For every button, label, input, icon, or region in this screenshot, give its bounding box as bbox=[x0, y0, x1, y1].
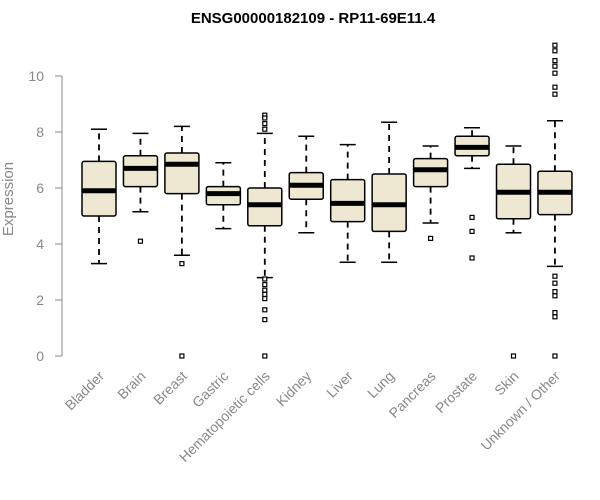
outlier-point bbox=[552, 310, 558, 316]
outlier-point bbox=[262, 317, 268, 323]
outlier-point bbox=[552, 48, 558, 54]
outlier-point bbox=[469, 255, 475, 261]
box-prostate bbox=[454, 127, 490, 261]
chart-title: ENSG00000182109 - RP11-69E11.4 bbox=[191, 10, 436, 27]
outlier-point bbox=[262, 276, 268, 282]
box-bladder bbox=[81, 128, 117, 265]
y-tick-label: 2 bbox=[36, 292, 44, 308]
y-tick-label: 10 bbox=[28, 68, 44, 84]
y-tick-label: 4 bbox=[36, 236, 44, 252]
outlier-point bbox=[510, 353, 517, 359]
box-unknown-other bbox=[537, 42, 573, 359]
y-tick-label: 8 bbox=[36, 124, 44, 140]
box-brain bbox=[122, 132, 159, 244]
outlier-point bbox=[552, 63, 558, 69]
outlier-point bbox=[552, 84, 558, 90]
outlier-point bbox=[262, 126, 268, 132]
box-kidney bbox=[288, 135, 324, 234]
outlier-point bbox=[262, 282, 268, 288]
outlier-point bbox=[262, 120, 268, 127]
iqr-box bbox=[122, 155, 159, 188]
outlier-point bbox=[552, 293, 558, 299]
outlier-point bbox=[262, 296, 268, 302]
outlier-point bbox=[179, 353, 185, 359]
outlier-point bbox=[469, 214, 475, 220]
y-tick-label: 6 bbox=[36, 180, 44, 196]
iqr-box bbox=[164, 152, 200, 195]
box-pancreas bbox=[412, 145, 449, 241]
outlier-point bbox=[552, 91, 558, 97]
outlier-point bbox=[552, 289, 558, 295]
outlier-point bbox=[552, 280, 558, 286]
outlier-point bbox=[552, 353, 558, 359]
outlier-point bbox=[262, 291, 268, 297]
y-axis-label: Expression bbox=[0, 162, 17, 236]
outlier-point bbox=[262, 307, 268, 313]
outlier-point bbox=[552, 70, 558, 76]
x-tick-label: Prostate bbox=[432, 368, 480, 416]
box-series bbox=[81, 42, 573, 359]
outlier-point bbox=[552, 57, 558, 64]
box-skin bbox=[495, 145, 532, 359]
iqr-box bbox=[329, 178, 366, 223]
x-tick-label: Breast bbox=[150, 368, 190, 408]
iqr-box bbox=[412, 157, 449, 188]
outlier-point bbox=[262, 115, 268, 121]
box-hematopoietic-cells bbox=[247, 112, 283, 359]
x-tick-label: Kidney bbox=[273, 368, 315, 410]
y-tick-label: 0 bbox=[36, 348, 44, 364]
outlier-point bbox=[428, 235, 434, 241]
x-tick-label: Skin bbox=[491, 368, 522, 399]
x-tick-label: Liver bbox=[323, 368, 356, 401]
outlier-point bbox=[137, 238, 144, 244]
x-tick-label: Brain bbox=[114, 368, 148, 402]
x-tick-label: Unknown / Other bbox=[477, 368, 563, 454]
outlier-point bbox=[552, 314, 558, 320]
box-liver bbox=[329, 143, 366, 263]
outlier-point bbox=[469, 228, 475, 234]
box-lung bbox=[371, 121, 407, 263]
outlier-point bbox=[552, 273, 558, 279]
outlier-point bbox=[262, 287, 268, 293]
outlier-point bbox=[552, 42, 558, 48]
outlier-point bbox=[262, 353, 268, 359]
y-axis: 0 2 4 6 8 10 bbox=[28, 68, 63, 364]
box-breast bbox=[164, 125, 200, 359]
x-tick-label: Bladder bbox=[62, 368, 108, 414]
x-tick-label: Lung bbox=[364, 368, 397, 401]
box-gastric bbox=[205, 162, 242, 230]
outlier-point bbox=[179, 261, 185, 267]
